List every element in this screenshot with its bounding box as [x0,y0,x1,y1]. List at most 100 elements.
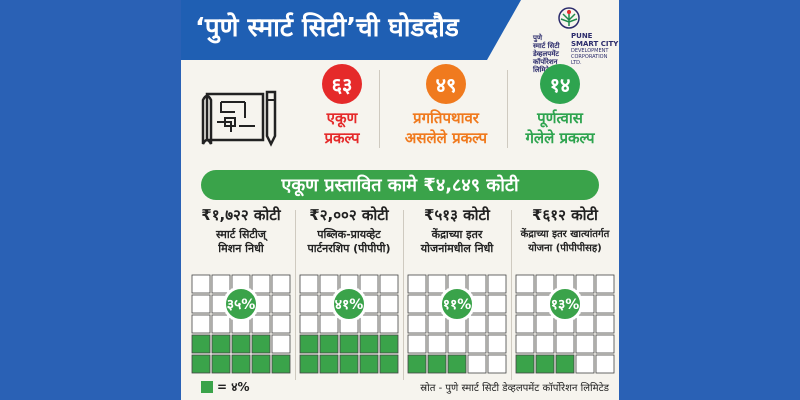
stat-label: पूर्णत्वास गेलेले प्रकल्प [525,109,595,147]
percent-badge: ३५% [223,286,259,322]
grid-cell [379,354,399,374]
grid-cell [487,274,507,294]
grid-cell [271,354,291,374]
stat-value-badge: ६३ [322,64,362,104]
grid-cell [575,314,595,334]
grid-cell [251,334,271,354]
grid-cell [407,354,427,374]
grid-cell [595,314,615,334]
total-proposed-works-banner: एकूण प्रस्तावित कामे ₹४,८४९ कोटी [201,170,599,200]
stat-in-progress-projects: ४९ प्रगतिपथावर असलेले प्रकल्प [385,64,507,148]
grid-cell [575,334,595,354]
grid-cell [191,334,211,354]
grid-cell [319,334,339,354]
funding-panel-central-schemes: ₹५१३ कोटी केंद्राच्या इतर योजनांमधील निधी… [407,205,507,381]
grid-cell [487,294,507,314]
grid-cell [535,334,555,354]
grid-cell [359,274,379,294]
grid-cell [319,274,339,294]
divider [511,210,512,380]
grid-cell [299,314,319,334]
peacock-logo-icon [558,7,580,29]
grid-cell [407,314,427,334]
blueprint-plan-icon [201,90,277,147]
grid-cell [515,294,535,314]
grid-cell [575,274,595,294]
grid-cell [299,274,319,294]
divider [507,70,508,148]
grid-cell [251,274,271,294]
grid-cell [379,294,399,314]
funding-panel-ppp: ₹२,००२ कोटी पब्लिक-प्रायव्हेट पार्टनरशिप … [299,205,399,381]
grid-cell [427,274,447,294]
grid-cell [575,354,595,374]
grid-cell [555,354,575,374]
stat-value-badge: १४ [540,64,580,104]
stat-completed-projects: १४ पूर्णत्वास गेलेले प्रकल्प [501,64,619,148]
grid-cell [379,274,399,294]
funding-panel-smart-cities-mission: ₹१,७२२ कोटी स्मार्ट सिटीज् मिशन निधी ३५% [191,205,291,381]
funding-panel-central-departments: ₹६१२ कोटी केंद्राच्या इतर खात्यांतर्गत यो… [515,205,615,381]
grid-cell [299,294,319,314]
grid-cell [379,334,399,354]
stat-value-badge: ४९ [426,64,466,104]
grid-cell [299,334,319,354]
divider [403,210,404,380]
grid-cell [251,314,271,334]
grid-cell [271,274,291,294]
grid-cell [467,274,487,294]
panel-amount: ₹२,००२ कोटी [309,206,389,224]
grid-cell [515,314,535,334]
grid-cell [211,274,231,294]
title-background [181,0,521,60]
grid-cell [535,354,555,374]
logo-english-text: PUNE SMART CITY DEVELOPMENT CORPORATION … [571,32,619,66]
grid-cell [427,354,447,374]
percent-badge: ११% [439,286,475,322]
grid-cell [595,294,615,314]
grid-cell [515,334,535,354]
grid-cell [359,354,379,374]
grid-cell [211,354,231,374]
grid-cell [487,334,507,354]
percent-grid [299,274,399,374]
grid-cell [407,274,427,294]
percent-badge: ४१% [331,286,367,322]
grid-cell [535,274,555,294]
grid-cell [535,314,555,334]
grid-cell [379,314,399,334]
grid-cell [271,294,291,314]
grid-cell [595,354,615,374]
stat-total-projects: ६३ एकूण प्रकल्प [297,64,387,148]
divider [379,70,380,148]
logo-marathi-text: पुणे स्मार्ट सिटी डेव्हलपमेंट कॉर्पोरेशन… [533,34,560,74]
grid-cell [487,354,507,374]
legend-swatch [201,380,213,393]
grid-cell [595,274,615,294]
grid-cell [467,314,487,334]
grid-cell [319,314,339,334]
grid-cell [595,334,615,354]
divider [295,210,296,380]
grid-cell [555,334,575,354]
grid-cell [427,334,447,354]
percent-badge: १३% [547,286,583,322]
grid-cell [211,334,231,354]
grid-cell [359,334,379,354]
grid-cell [299,354,319,374]
grid-cell [447,334,467,354]
title-band: ‘पुणे स्मार्ट सिटी’ची घोडदौड पुणे स्मार्… [181,0,619,74]
grid-cell [467,354,487,374]
panel-amount: ₹५१३ कोटी [424,206,490,224]
grid-cell [339,334,359,354]
grid-cell [515,354,535,374]
source-credit: स्रोत - पुणे स्मार्ट सिटी डेव्हलपमेंट कॉ… [420,383,609,394]
pune-smart-city-logo: पुणे स्मार्ट सिटी डेव्हलपमेंट कॉर्पोरेशन… [533,6,618,74]
grid-cell [447,354,467,374]
grid-cell [515,274,535,294]
stat-label: एकूण प्रकल्प [324,109,360,147]
panel-description: स्मार्ट सिटीज् मिशन निधी [216,228,266,255]
grid-cell [271,314,291,334]
grid-cell [231,334,251,354]
grid-cell [359,314,379,334]
